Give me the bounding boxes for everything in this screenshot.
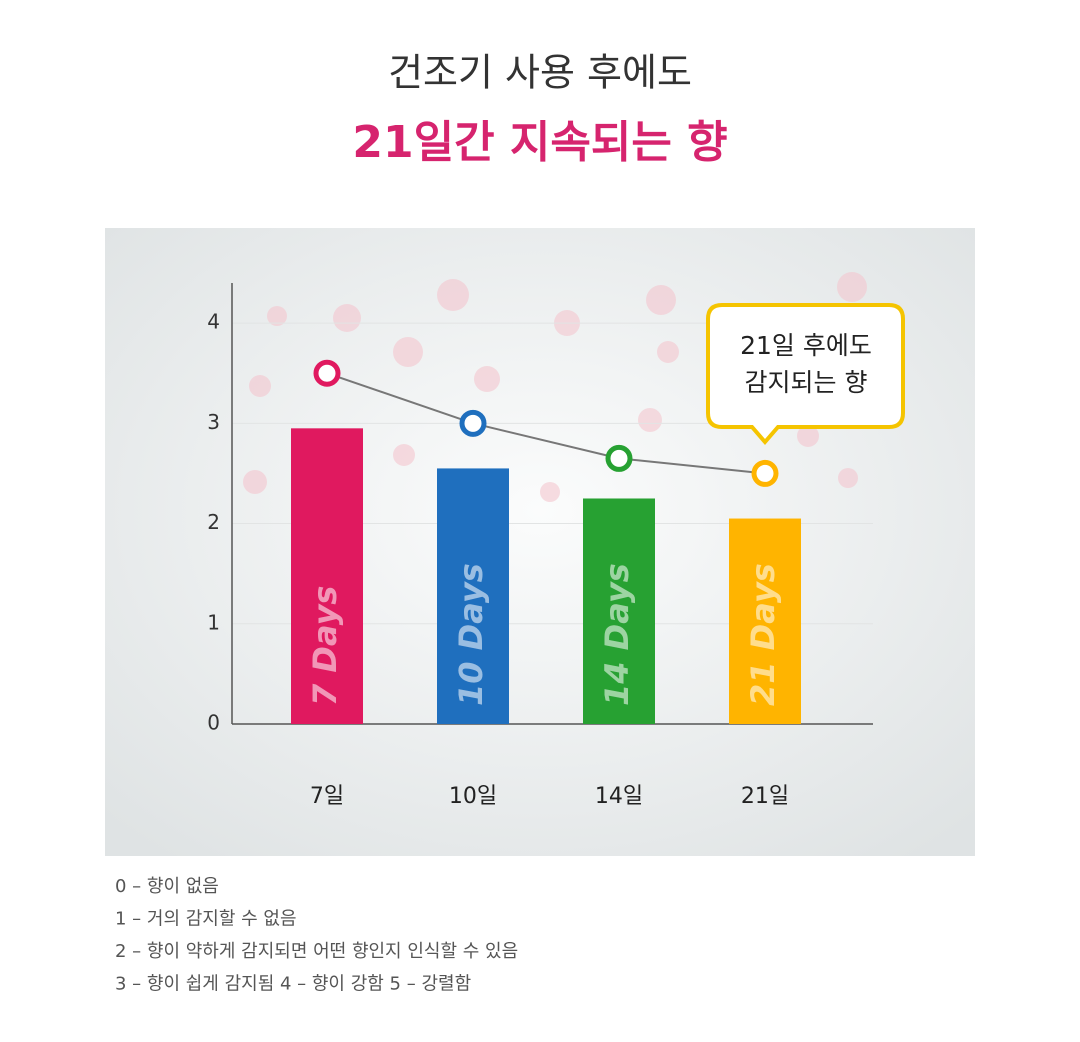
annotation: 21일 후에도: [740, 331, 872, 360]
note: 3 – 향이 쉽게 감지됨 4 – 향이 강함 5 – 강렬함: [115, 974, 471, 995]
bar-label: 10 Days: [452, 563, 490, 706]
chart-subtitle: 21일간 지속되는 향: [352, 117, 727, 168]
x-tick-label: 7일: [310, 784, 344, 809]
y-tick-label: 1: [207, 610, 220, 634]
note: 0 – 향이 없음: [115, 876, 219, 897]
bar-label: 21 Days: [744, 563, 782, 706]
line-point: [459, 409, 487, 437]
chart-title: 건조기 사용 후에도: [388, 51, 692, 95]
annotation: 감지되는 향: [745, 368, 868, 397]
x-tick-label: 14일: [595, 784, 643, 809]
y-tick-label: 3: [207, 410, 220, 434]
bar: [291, 428, 363, 724]
bar-label: 7 Days: [306, 586, 344, 706]
callout-box: [706, 303, 905, 446]
bar: [583, 498, 655, 724]
y-tick-label: 4: [207, 310, 220, 334]
x-tick-label: 21일: [741, 784, 789, 809]
note: 1 – 거의 감지할 수 없음: [115, 909, 297, 930]
line-point: [605, 444, 633, 472]
line-point: [313, 359, 341, 387]
y-tick-label: 0: [207, 711, 220, 735]
note: 2 – 향이 약하게 감지되면 어떤 향인지 인식할 수 있음: [115, 941, 518, 962]
x-tick-label: 10일: [449, 784, 497, 809]
line-point: [751, 459, 779, 487]
line: [326, 372, 766, 475]
bar-label: 14 Days: [598, 563, 636, 706]
callout: 21일 후에도 감지되는 향: [706, 303, 905, 446]
y-tick-label: 2: [207, 510, 220, 534]
bar: [729, 518, 801, 724]
bar: [437, 468, 509, 724]
flower-decoration: [243, 272, 867, 502]
